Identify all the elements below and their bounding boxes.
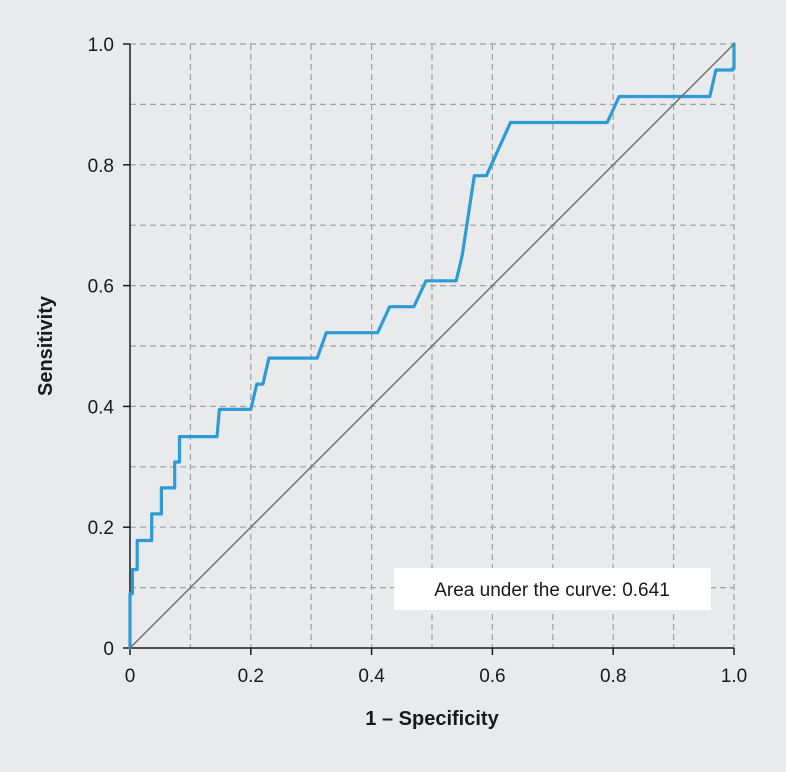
annotation-layer: Area under the curve: 0.641 bbox=[394, 568, 711, 610]
x-axis-title: 1 – Specificity bbox=[365, 708, 499, 730]
x-tick-label: 0.8 bbox=[600, 666, 626, 687]
roc-curve-line bbox=[128, 42, 736, 650]
grid-layer bbox=[130, 43, 735, 648]
y-tick-label: 0.8 bbox=[88, 156, 114, 177]
annotation-box bbox=[394, 568, 711, 610]
y-tick-label: 0.2 bbox=[88, 518, 114, 539]
y-tick-label: 0 bbox=[103, 639, 114, 660]
y-tick-label: 0.6 bbox=[88, 277, 114, 298]
y-tick-label: 1.0 bbox=[88, 35, 114, 56]
axis-layer: 0 0.2 0.4 0.6 0.8 1.0 0 0.2 0.4 0.6 0.8 1.0 bbox=[88, 35, 748, 687]
x-tick-label: 0.2 bbox=[238, 666, 264, 687]
x-tick-label: 1.0 bbox=[721, 666, 747, 687]
x-tick-label: 0 bbox=[125, 666, 136, 687]
y-tick-label: 0.4 bbox=[88, 397, 115, 418]
annotation-text: Area under the curve: 0.641 bbox=[434, 580, 670, 601]
x-tick-label: 0.4 bbox=[358, 666, 385, 687]
series-layer bbox=[128, 42, 736, 650]
reference-diagonal-line bbox=[129, 43, 735, 649]
y-axis-title: Sensitivity bbox=[35, 295, 57, 396]
x-tick-label: 0.6 bbox=[479, 666, 505, 687]
